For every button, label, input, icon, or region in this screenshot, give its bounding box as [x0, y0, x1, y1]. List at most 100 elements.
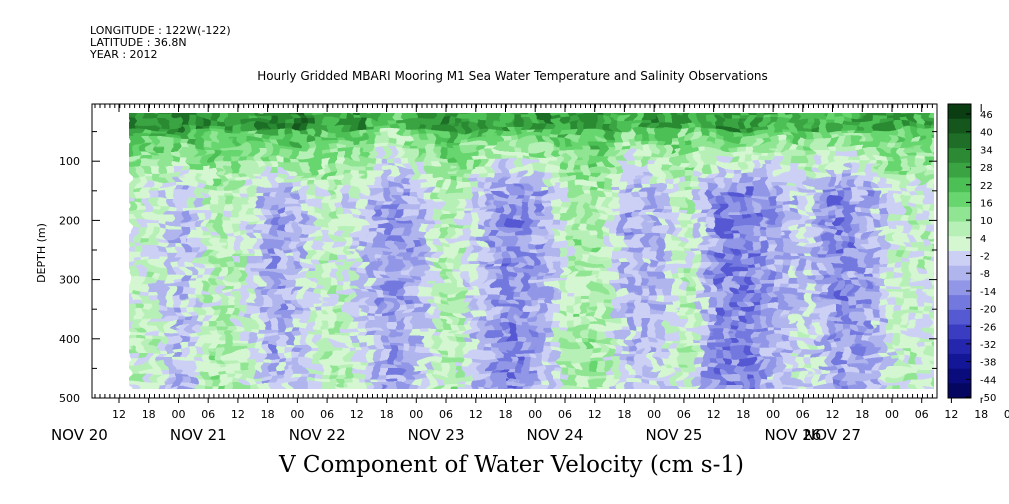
heatmap-cell	[277, 139, 286, 147]
heatmap-cell	[433, 182, 442, 189]
heatmap-cell	[671, 283, 680, 290]
heatmap-cell	[753, 283, 762, 290]
heatmap-cell	[738, 187, 747, 195]
heatmap-cell	[455, 262, 465, 269]
heatmap-cell	[359, 187, 368, 195]
heatmap-cell	[775, 129, 784, 136]
heatmap-cell	[768, 193, 777, 200]
heatmap-cell	[292, 273, 301, 280]
heatmap-cell	[649, 315, 658, 322]
heatmap-cell	[389, 385, 398, 389]
heatmap-cell	[716, 171, 725, 179]
heatmap-cell	[203, 129, 212, 136]
heatmap-cell	[783, 209, 792, 216]
heatmap-cell	[299, 283, 309, 290]
heatmap-cell	[649, 278, 658, 285]
heatmap-cell	[805, 278, 814, 285]
heatmap-cell	[500, 166, 509, 173]
heatmap-cell	[478, 182, 487, 189]
heatmap-cell	[433, 145, 442, 152]
heatmap-cell	[403, 193, 413, 200]
heatmap-cell	[626, 123, 636, 131]
heatmap-cell	[693, 230, 703, 237]
heatmap-cell	[351, 310, 361, 317]
heatmap-cell	[389, 347, 398, 354]
heatmap-cell	[552, 326, 561, 333]
heatmap-cell	[701, 331, 710, 338]
heatmap-cell	[649, 134, 658, 141]
heatmap-cell	[589, 123, 599, 131]
heatmap-cell	[589, 289, 599, 296]
heatmap-cell	[664, 166, 673, 173]
heatmap-cell	[262, 305, 272, 312]
heatmap-cell	[277, 241, 286, 248]
heatmap-cell	[240, 161, 249, 168]
heatmap-cell	[775, 155, 784, 163]
heatmap-cell	[805, 241, 814, 248]
heatmap-cell	[522, 166, 532, 173]
heatmap-cell	[797, 177, 807, 184]
heatmap-cell	[285, 353, 294, 360]
heatmap-cell	[522, 283, 532, 290]
heatmap-cell	[418, 230, 428, 237]
heatmap-cell	[574, 225, 584, 232]
heatmap-cell	[738, 241, 747, 248]
heatmap-cell	[671, 321, 680, 328]
heatmap-cell	[522, 342, 532, 349]
heatmap-cell	[396, 209, 405, 216]
heatmap-cell	[441, 337, 450, 344]
heatmap-cell	[783, 374, 792, 381]
heatmap-cell	[307, 289, 316, 296]
heatmap-cell	[441, 326, 450, 333]
heatmap-cell	[790, 177, 799, 184]
heatmap-cell	[426, 278, 435, 285]
heatmap-cell	[656, 198, 665, 205]
heatmap-cell	[143, 139, 153, 147]
heatmap-cell	[470, 294, 480, 301]
heatmap-cell	[307, 273, 316, 280]
heatmap-cell	[307, 198, 316, 205]
heatmap-cell	[485, 273, 495, 280]
heatmap-cell	[604, 299, 613, 306]
heatmap-cell	[730, 363, 740, 370]
heatmap-cell	[582, 225, 591, 232]
heatmap-cell	[589, 129, 599, 136]
heatmap-cell	[314, 198, 324, 205]
heatmap-cell	[671, 129, 680, 136]
heatmap-cell	[337, 198, 346, 205]
heatmap-cell	[768, 294, 777, 301]
heatmap-cell	[240, 369, 249, 376]
heatmap-cell	[411, 299, 420, 306]
heatmap-cell	[537, 289, 547, 296]
heatmap-cell	[166, 150, 175, 157]
heatmap-cell	[366, 214, 376, 221]
heatmap-cell	[180, 310, 190, 317]
heatmap-cell	[240, 326, 249, 333]
heatmap-cell	[277, 251, 286, 259]
heatmap-cell	[493, 251, 502, 259]
heatmap-cell	[716, 363, 725, 370]
heatmap-cell	[403, 113, 413, 120]
heatmap-cell	[649, 273, 658, 280]
heatmap-cell	[403, 342, 413, 349]
heatmap-cell	[657, 390, 665, 396]
heatmap-cell	[790, 113, 799, 120]
longitude-label: LONGITUDE : 122W(-122)	[90, 24, 231, 37]
heatmap-cell	[470, 193, 480, 200]
heatmap-cell	[664, 123, 673, 131]
heatmap-cell	[448, 161, 457, 168]
heatmap-cell	[552, 139, 561, 147]
heatmap-cell	[403, 283, 413, 290]
heatmap-cell	[768, 310, 777, 317]
heatmap-cell	[411, 241, 420, 248]
heatmap-cell	[790, 267, 799, 275]
heatmap-cell	[188, 187, 197, 195]
heatmap-cell	[634, 353, 643, 360]
heatmap-cell	[671, 123, 680, 131]
heatmap-cell	[225, 299, 234, 306]
heatmap-cell	[426, 342, 435, 349]
heatmap-cell	[597, 214, 606, 221]
heatmap-cell	[686, 123, 695, 131]
heatmap-cell	[678, 251, 688, 259]
heatmap-cell	[292, 182, 301, 189]
